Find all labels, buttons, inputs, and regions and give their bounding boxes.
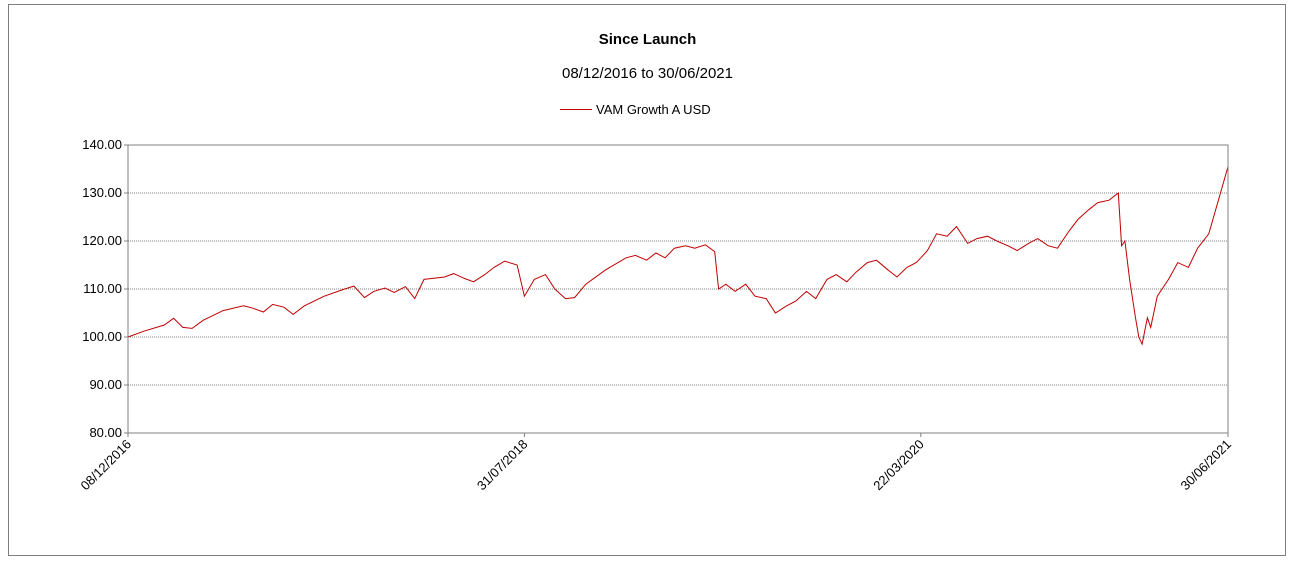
- y-tick-label: 120.00: [82, 233, 122, 248]
- y-tick-label: 130.00: [82, 185, 122, 200]
- y-tick-label: 110.00: [83, 281, 122, 296]
- y-tick-label: 140.00: [82, 137, 122, 152]
- chart-subtitle: 08/12/2016 to 30/06/2021: [562, 65, 733, 82]
- x-tick-label: 30/06/2021: [1177, 437, 1234, 494]
- chart-frame: [8, 4, 1286, 556]
- series-line: [127, 166, 1229, 346]
- x-tick-label: 08/12/2016: [77, 437, 134, 494]
- gridlines: [128, 192, 1228, 386]
- chart-legend: VAM Growth A USD: [560, 100, 711, 118]
- x-tick-label: 31/07/2018: [474, 437, 531, 494]
- chart-title: Since Launch: [598, 31, 697, 48]
- legend-label: VAM Growth A USD: [596, 101, 711, 117]
- x-axis-ticks: 08/12/2016 31/07/2018 22/03/2020 30/06/2021: [77, 433, 1234, 493]
- plot-area-border: [127, 144, 1229, 434]
- x-tick-label: 22/03/2020: [870, 437, 927, 494]
- legend-line-swatch: [560, 108, 592, 110]
- y-tick-label: 100.00: [82, 329, 122, 344]
- y-axis-ticks: 80.00 90.00 100.00 110.00 120.00 130.00 140.00: [82, 137, 128, 440]
- y-tick-label: 80.00: [89, 425, 122, 440]
- y-tick-label: 90.00: [89, 377, 122, 392]
